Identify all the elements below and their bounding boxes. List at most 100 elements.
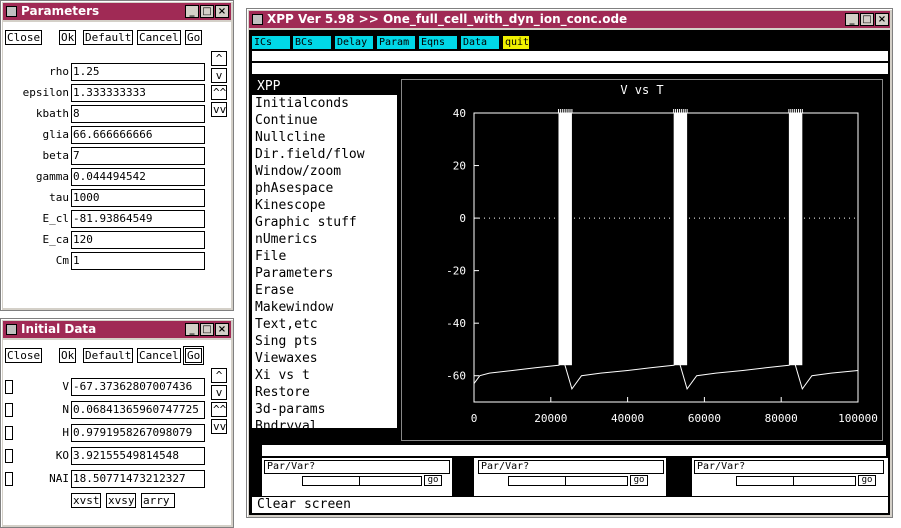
menu-window-zoom[interactable]: Window/zoom <box>255 164 342 179</box>
menu-kinescope[interactable]: Kinescope <box>255 198 326 213</box>
plot-window[interactable]: V vs T 40 20 0 -20 -40 -60 0 20000 40000 60000 800… <box>401 79 883 441</box>
slider-3-track[interactable] <box>736 476 856 486</box>
menu-restore[interactable]: Restore <box>255 385 310 400</box>
param-value-glia[interactable]: 66.666666666 <box>71 126 205 144</box>
close-icon[interactable]: × <box>215 323 229 336</box>
menu-text-etc[interactable]: Text,etc <box>255 317 318 332</box>
close-icon[interactable]: × <box>215 5 229 18</box>
param-value-gamma[interactable]: 0.044494542 <box>71 168 205 186</box>
var-value-h[interactable]: 0.9791958267098079 <box>71 424 205 442</box>
go-button[interactable]: Go <box>185 30 203 45</box>
menu-numerics[interactable]: nUmerics <box>255 232 318 247</box>
maximize-icon[interactable]: □ <box>860 13 874 26</box>
close-button[interactable]: Close <box>5 348 43 363</box>
param-value-e-ca[interactable]: 120 <box>71 231 205 249</box>
var-value-n[interactable]: 0.06841365960747725 <box>71 401 205 419</box>
param-value-tau[interactable]: 1000 <box>71 189 205 207</box>
minimize-icon[interactable]: _ <box>185 5 199 18</box>
slider-1-parvar-field[interactable]: Par/Var? <box>264 460 450 474</box>
cancel-button[interactable]: Cancel <box>137 30 181 45</box>
menu-parameters[interactable]: Parameters <box>255 266 334 281</box>
param-button[interactable]: Param <box>377 36 415 49</box>
scroll-down-button[interactable]: v <box>211 385 227 400</box>
slider-3-thumb[interactable] <box>793 477 794 485</box>
scroll-down-button[interactable]: v <box>211 68 227 83</box>
menu-erase[interactable]: Erase <box>255 283 295 298</box>
plot-checkbox-ko[interactable] <box>5 449 13 463</box>
slider-1-go-button[interactable]: go <box>424 475 442 486</box>
minimize-icon[interactable]: _ <box>845 13 859 26</box>
menu-continue[interactable]: Continue <box>255 113 318 128</box>
default-button[interactable]: Default <box>83 30 134 45</box>
ok-button[interactable]: Ok <box>59 30 77 45</box>
menu-viewaxes[interactable]: Viewaxes <box>255 351 318 366</box>
menu-xi-vs-t[interactable]: Xi vs t <box>255 368 310 383</box>
slider-2-thumb[interactable] <box>565 477 566 485</box>
menu-bndryval[interactable]: Bndryval <box>255 419 318 434</box>
window-menu-icon[interactable] <box>252 14 263 25</box>
var-value-ko[interactable]: 3.92155549814548 <box>71 447 205 465</box>
plot-checkbox-h[interactable] <box>5 426 13 440</box>
plot-checkbox-v[interactable] <box>5 380 13 394</box>
plot-checkbox-n[interactable] <box>5 403 13 417</box>
page-down-button[interactable]: vv <box>211 102 227 117</box>
scroll-up-button[interactable]: ^ <box>211 368 227 383</box>
initial-data-titlebar[interactable]: Initial Data _ □ × <box>3 321 231 338</box>
xvst-button[interactable]: xvst <box>71 493 101 508</box>
slider-2-go-button[interactable]: go <box>630 475 648 486</box>
arry-button[interactable]: arry <box>141 493 175 508</box>
default-button[interactable]: Default <box>83 348 134 363</box>
minimize-icon[interactable]: _ <box>185 323 199 336</box>
maximize-icon[interactable]: □ <box>200 5 214 18</box>
var-value-v[interactable]: -67.37362807007436 <box>71 378 205 396</box>
maximize-icon[interactable]: □ <box>200 323 214 336</box>
param-value-e-cl[interactable]: -81.93864549 <box>71 210 205 228</box>
close-button[interactable]: Close <box>5 30 43 45</box>
param-value-cm[interactable]: 1 <box>71 252 205 270</box>
scroll-up-button[interactable]: ^ <box>211 51 227 66</box>
page-up-button[interactable]: ^^ <box>211 402 227 417</box>
slider-3-go-button[interactable]: go <box>858 475 876 486</box>
slider-2-track[interactable] <box>508 476 628 486</box>
menu-sing-pts[interactable]: Sing pts <box>255 334 318 349</box>
menu-file[interactable]: File <box>255 249 287 264</box>
parameters-titlebar[interactable]: Parameters _ □ × <box>3 3 231 20</box>
param-value-epsilon[interactable]: 1.333333333 <box>71 84 205 102</box>
menu-makewindow[interactable]: Makewindow <box>255 300 334 315</box>
data-button[interactable]: Data <box>461 36 499 49</box>
slider-2-parvar-field[interactable]: Par/Var? <box>478 460 664 474</box>
menu-graphic-stuff[interactable]: Graphic stuff <box>255 215 357 230</box>
menu-3d-params[interactable]: 3d-params <box>255 402 326 417</box>
param-value-beta[interactable]: 7 <box>71 147 205 165</box>
slider-1-thumb[interactable] <box>359 477 360 485</box>
quit-button[interactable]: quit <box>503 36 530 49</box>
close-icon[interactable]: × <box>875 13 889 26</box>
parameters-client: Close Ok Default Cancel Go ^ v ^^ vv rho… <box>3 22 231 308</box>
bcs-button[interactable]: BCs <box>293 36 331 49</box>
command-line[interactable] <box>252 51 888 61</box>
xvsy-button[interactable]: xvsy <box>106 493 136 508</box>
ics-button[interactable]: ICs <box>252 36 290 49</box>
ok-button[interactable]: Ok <box>59 348 77 363</box>
xpp-titlebar[interactable]: XPP Ver 5.98 >> One_full_cell_with_dyn_i… <box>249 11 890 28</box>
plot-checkbox-nai[interactable] <box>5 472 13 486</box>
menu-initialconds[interactable]: Initialconds <box>255 96 349 111</box>
menu-dir-field-flow[interactable]: Dir.field/flow <box>255 147 365 162</box>
delay-button[interactable]: Delay <box>335 36 373 49</box>
page-down-button[interactable]: vv <box>211 419 227 434</box>
menu-nullcline[interactable]: Nullcline <box>255 130 326 145</box>
slider-3-parvar-field[interactable]: Par/Var? <box>694 460 884 474</box>
slider-1-track[interactable] <box>302 476 422 486</box>
param-value-kbath[interactable]: 8 <box>71 105 205 123</box>
go-button[interactable]: Go <box>182 346 205 365</box>
page-up-button[interactable]: ^^ <box>211 85 227 100</box>
window-menu-icon[interactable] <box>6 6 17 17</box>
window-menu-icon[interactable] <box>6 324 17 335</box>
param-value-rho[interactable]: 1.25 <box>71 63 205 81</box>
cancel-button[interactable]: Cancel <box>137 348 181 363</box>
message-line <box>252 63 888 74</box>
var-value-nai[interactable]: 18.50771473212327 <box>71 470 205 488</box>
eqns-button[interactable]: Eqns <box>419 36 457 49</box>
menu-phasespace[interactable]: phAsespace <box>255 181 334 196</box>
xpp-main-window: XPP Ver 5.98 >> One_full_cell_with_dyn_i… <box>246 8 893 518</box>
